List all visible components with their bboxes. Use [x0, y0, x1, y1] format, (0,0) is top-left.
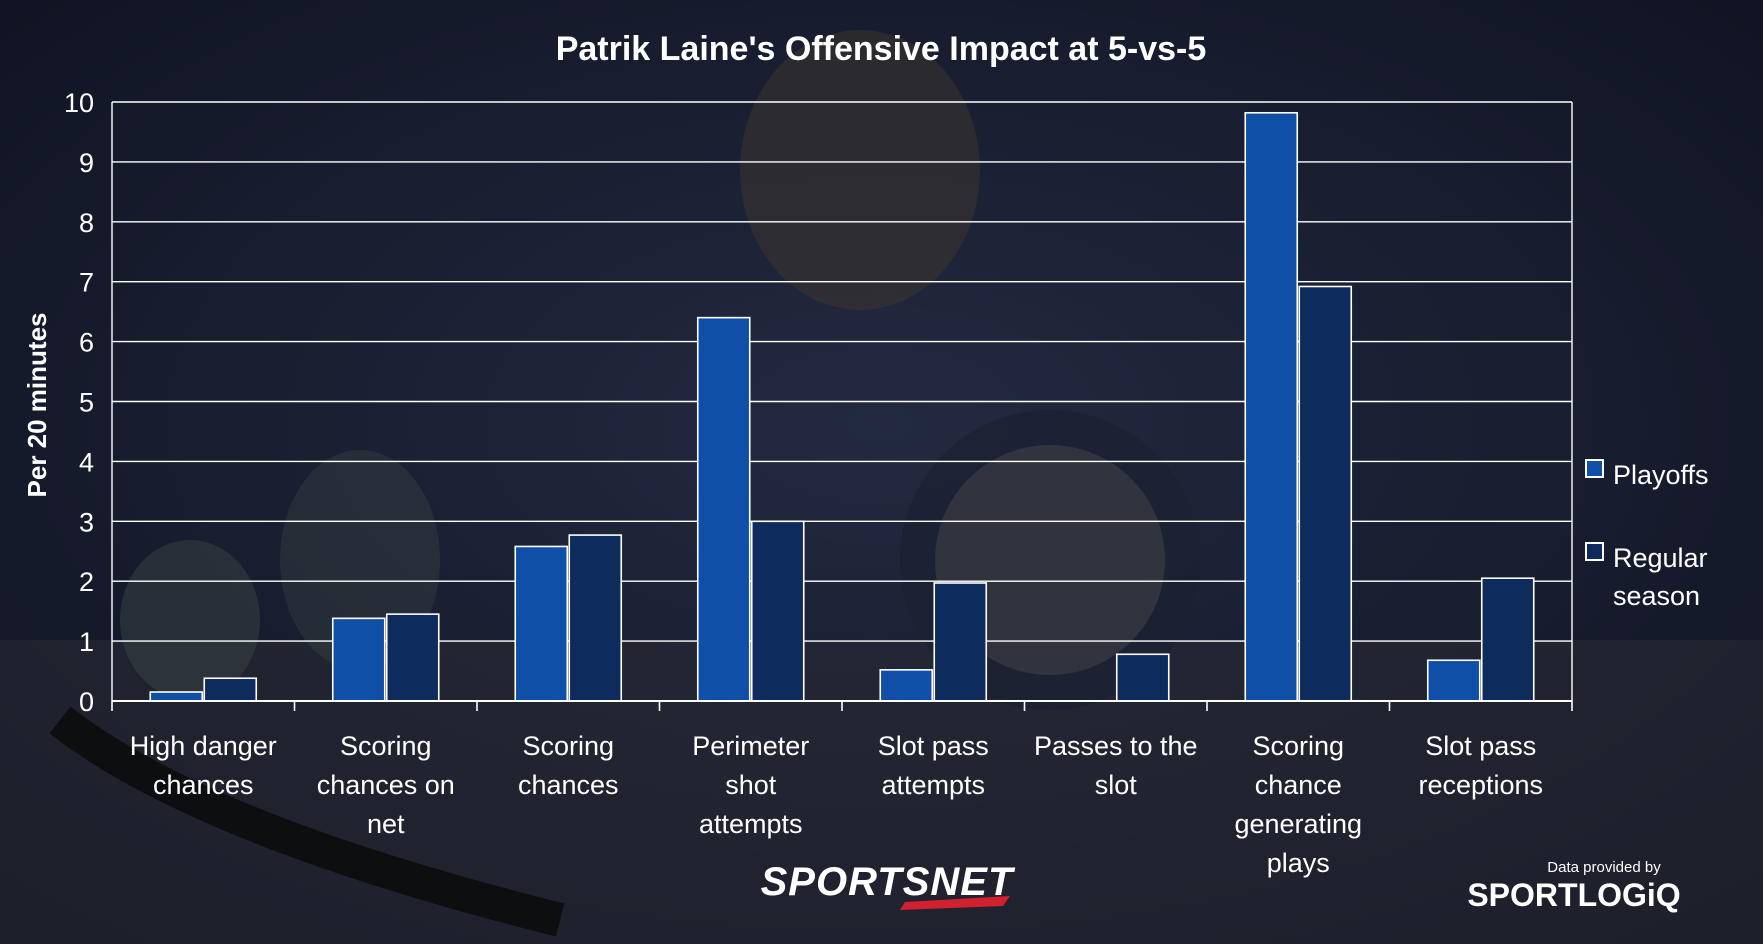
legend-swatch-regular-season: [1585, 542, 1604, 561]
bar-regular-season: [750, 520, 805, 702]
category-label: Passes to the slot: [1034, 731, 1198, 800]
y-tick-label: 7: [79, 268, 94, 298]
sportsnet-logo: SPORTSNET: [761, 860, 1016, 910]
y-tick-label: 3: [79, 507, 94, 537]
category-label: Slot pass receptions: [1418, 731, 1543, 800]
x-axis: [111, 700, 1573, 711]
bar-playoffs: [696, 316, 751, 702]
y-tick-label: 2: [79, 567, 94, 597]
bar-playoffs: [1244, 111, 1299, 702]
category-label: Perimeter shot attempts: [692, 731, 809, 839]
credit-line: Data provided by: [1547, 859, 1661, 876]
y-axis-ticks: 0 1 2 3 4 5 6 7 8 9 10: [64, 88, 94, 717]
legend-swatch-playoffs: [1585, 459, 1604, 478]
bar-regular-season: [385, 613, 440, 702]
legend-label-playoffs: Playoffs: [1613, 460, 1709, 490]
y-tick-label: 10: [64, 88, 94, 118]
bar-regular-season: [1115, 653, 1170, 702]
bars: [149, 111, 1535, 702]
bar-playoffs: [514, 545, 569, 702]
category-label: Scoring chances on net: [317, 731, 455, 839]
y-tick-label: 0: [79, 687, 94, 717]
sportlogiq-wordmark: SPORTLOGiQ: [1467, 877, 1680, 913]
bar-regular-season: [933, 582, 988, 702]
category-label: High danger chances: [130, 731, 277, 800]
category-label: Scoring chances: [518, 731, 619, 800]
y-tick-label: 8: [79, 208, 94, 238]
legend-label-regular-season: Regular season: [1613, 543, 1715, 611]
legend: Playoffs Regular season: [1585, 459, 1715, 611]
bar-regular-season: [203, 677, 258, 702]
bar-regular-season: [1480, 577, 1535, 702]
category-labels: High danger chances Scoring chances on net Sc…: [130, 731, 1543, 878]
sportlogiq-credit: Data provided by SPORTLOGiQ: [1467, 859, 1680, 913]
bar-playoffs: [331, 617, 386, 702]
chart-title: Patrik Laine's Offensive Impact at 5-vs-…: [556, 30, 1207, 68]
bar-playoffs: [149, 691, 204, 702]
bar-playoffs: [879, 669, 934, 702]
y-tick-label: 1: [79, 627, 94, 657]
y-tick-label: 4: [79, 447, 94, 477]
bar-regular-season: [568, 534, 623, 702]
bar-regular-season: [1298, 285, 1353, 702]
y-tick-label: 6: [79, 328, 94, 358]
category-label: Slot pass attempts: [878, 731, 989, 800]
y-tick-label: 5: [79, 388, 94, 418]
y-axis-label: Per 20 minutes: [22, 313, 52, 498]
y-tick-label: 9: [79, 148, 94, 178]
bar-playoffs: [1426, 659, 1481, 702]
category-label: Scoring chance generating plays: [1234, 731, 1362, 878]
sportsnet-wordmark: SPORTSNET: [761, 860, 1016, 904]
